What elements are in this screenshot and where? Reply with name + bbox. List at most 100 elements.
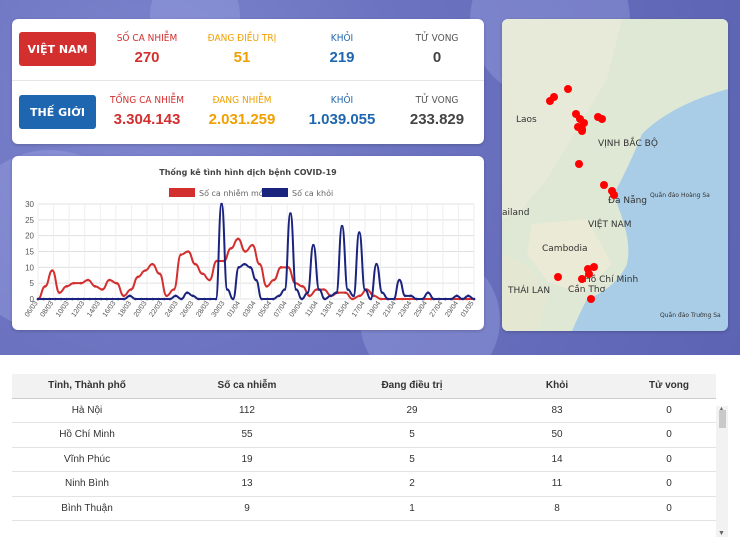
case-marker bbox=[585, 270, 593, 278]
series-point bbox=[158, 272, 161, 275]
legend-label: Số ca nhiễm mới bbox=[199, 188, 266, 198]
world-button[interactable]: THẾ GIỚI bbox=[19, 95, 96, 129]
table-cell: 9 bbox=[162, 496, 332, 521]
series-point bbox=[306, 291, 309, 294]
x-tick-label: 27/04 bbox=[429, 300, 445, 318]
legend-label: Số ca khỏi bbox=[292, 188, 333, 198]
table-cell: Ninh Bình bbox=[12, 471, 162, 497]
table-row[interactable]: Ninh Bình 13 2 11 0 bbox=[12, 471, 716, 497]
stat-label: TỔNG CA NHIỄM bbox=[109, 95, 185, 106]
table-cell: 8 bbox=[492, 496, 622, 521]
series-point bbox=[266, 297, 269, 301]
y-tick-label: 25 bbox=[25, 216, 34, 225]
case-marker bbox=[587, 295, 595, 303]
hainan-region bbox=[652, 67, 728, 91]
x-tick-label: 11/04 bbox=[304, 300, 320, 318]
x-tick-label: 08/03 bbox=[39, 300, 55, 318]
series-point bbox=[283, 288, 286, 291]
table-row[interactable]: Hà Nội 112 29 83 0 bbox=[12, 398, 716, 423]
table-row[interactable]: Bình Thuận 9 1 8 0 bbox=[12, 496, 716, 521]
x-tick-label: 25/04 bbox=[413, 300, 429, 318]
x-tick-label: 01/05 bbox=[460, 300, 476, 318]
vietnam-row: VIỆT NAM SỐ CA NHIỄM 270 ĐANG ĐIỀU TRỊ 51 KH… bbox=[12, 19, 484, 81]
series-point bbox=[86, 278, 90, 282]
series-point bbox=[231, 297, 235, 301]
column-header[interactable]: Tử vong bbox=[622, 374, 716, 399]
series-point bbox=[258, 262, 261, 266]
series-point bbox=[185, 291, 189, 294]
column-header[interactable]: Tỉnh, Thành phố bbox=[12, 374, 162, 399]
province-table: Tỉnh, Thành phố Số ca nhiễm Đang điều trị K… bbox=[12, 374, 716, 521]
series-point bbox=[79, 281, 83, 285]
scroll-up-icon[interactable]: ▲ bbox=[718, 406, 725, 413]
scroll-thumb[interactable] bbox=[719, 410, 726, 428]
stat-value: 219 bbox=[329, 49, 355, 66]
world-row: THẾ GIỚI TỔNG CA NHIỄM 3.304.143 ĐANG NHIỄ… bbox=[12, 81, 484, 143]
series-point bbox=[143, 269, 147, 272]
case-marker bbox=[546, 97, 554, 105]
series-point bbox=[472, 297, 476, 301]
table-row[interactable]: Vĩnh Phúc 19 5 14 0 bbox=[12, 447, 716, 472]
series-point bbox=[426, 291, 430, 294]
table-cell: 50 bbox=[492, 422, 622, 448]
table-cell: Hà Nội bbox=[12, 398, 162, 423]
series-point bbox=[398, 278, 401, 282]
column-header[interactable]: Đang điều trị bbox=[332, 374, 492, 399]
series-point bbox=[65, 297, 68, 301]
series-point bbox=[300, 297, 304, 301]
series-point bbox=[180, 297, 183, 301]
series-point bbox=[165, 294, 168, 298]
series-point bbox=[99, 297, 103, 301]
y-tick-label: 15 bbox=[25, 248, 34, 257]
case-marker bbox=[564, 85, 572, 93]
stat-label: KHỎI bbox=[330, 95, 354, 106]
x-tick-label: 13/04 bbox=[320, 300, 336, 318]
chart-title: Thống kê tình hình dịch bệnh COVID-19 bbox=[159, 167, 337, 177]
table-scrollbar[interactable]: ▲ ▼ bbox=[716, 406, 728, 537]
x-tick-label: 18/03 bbox=[117, 300, 133, 318]
series-point bbox=[465, 297, 469, 301]
x-tick-label: 10/03 bbox=[55, 300, 71, 318]
series-point bbox=[48, 297, 51, 301]
x-tick-label: 29/04 bbox=[444, 300, 460, 318]
series-point bbox=[122, 297, 126, 301]
column-header[interactable]: Khỏi bbox=[492, 374, 622, 399]
series-point bbox=[329, 294, 332, 298]
case-marker bbox=[578, 127, 586, 135]
series-point bbox=[58, 291, 61, 294]
x-tick-label: 23/04 bbox=[398, 300, 414, 318]
series-point bbox=[421, 297, 424, 301]
table-cell: 5 bbox=[332, 422, 492, 448]
table-cell: 11 bbox=[492, 471, 622, 497]
x-tick-label: 14/03 bbox=[86, 300, 102, 318]
table-row[interactable]: Hồ Chí Minh 55 5 50 0 bbox=[12, 422, 716, 448]
series-point bbox=[386, 297, 390, 301]
map-label: Hồ Chí Minh bbox=[584, 274, 638, 285]
series-point bbox=[375, 262, 378, 266]
vietnam-map[interactable]: Laos VỊNH BẮC BỘ Quần đảo Hoàng Sa Đà Nẵng a… bbox=[502, 19, 728, 331]
series-point bbox=[36, 297, 40, 301]
case-marker bbox=[598, 115, 606, 123]
table-cell: 55 bbox=[162, 422, 332, 448]
table-cell: Hồ Chí Minh bbox=[12, 422, 162, 448]
table-cell: 29 bbox=[332, 398, 492, 423]
stat-label: ĐANG ĐIỀU TRỊ bbox=[207, 33, 277, 44]
vietnam-button[interactable]: VIỆT NAM bbox=[19, 32, 96, 66]
series-point bbox=[254, 278, 258, 282]
series-point bbox=[322, 288, 326, 291]
table-cell: Vĩnh Phúc bbox=[12, 447, 162, 472]
series-point bbox=[151, 262, 154, 266]
table-cell: 0 bbox=[622, 398, 716, 423]
series-point bbox=[346, 288, 350, 291]
series-point bbox=[71, 297, 74, 301]
map-label: Laos bbox=[516, 115, 537, 125]
series-point bbox=[335, 291, 338, 294]
series-point bbox=[93, 285, 97, 288]
column-header[interactable]: Số ca nhiễm bbox=[162, 374, 332, 399]
series-point bbox=[461, 297, 464, 301]
y-tick-label: 5 bbox=[30, 279, 35, 288]
scroll-down-icon[interactable]: ▼ bbox=[718, 530, 725, 537]
series-point bbox=[145, 297, 149, 301]
stat-value: 3.304.143 bbox=[113, 111, 181, 128]
